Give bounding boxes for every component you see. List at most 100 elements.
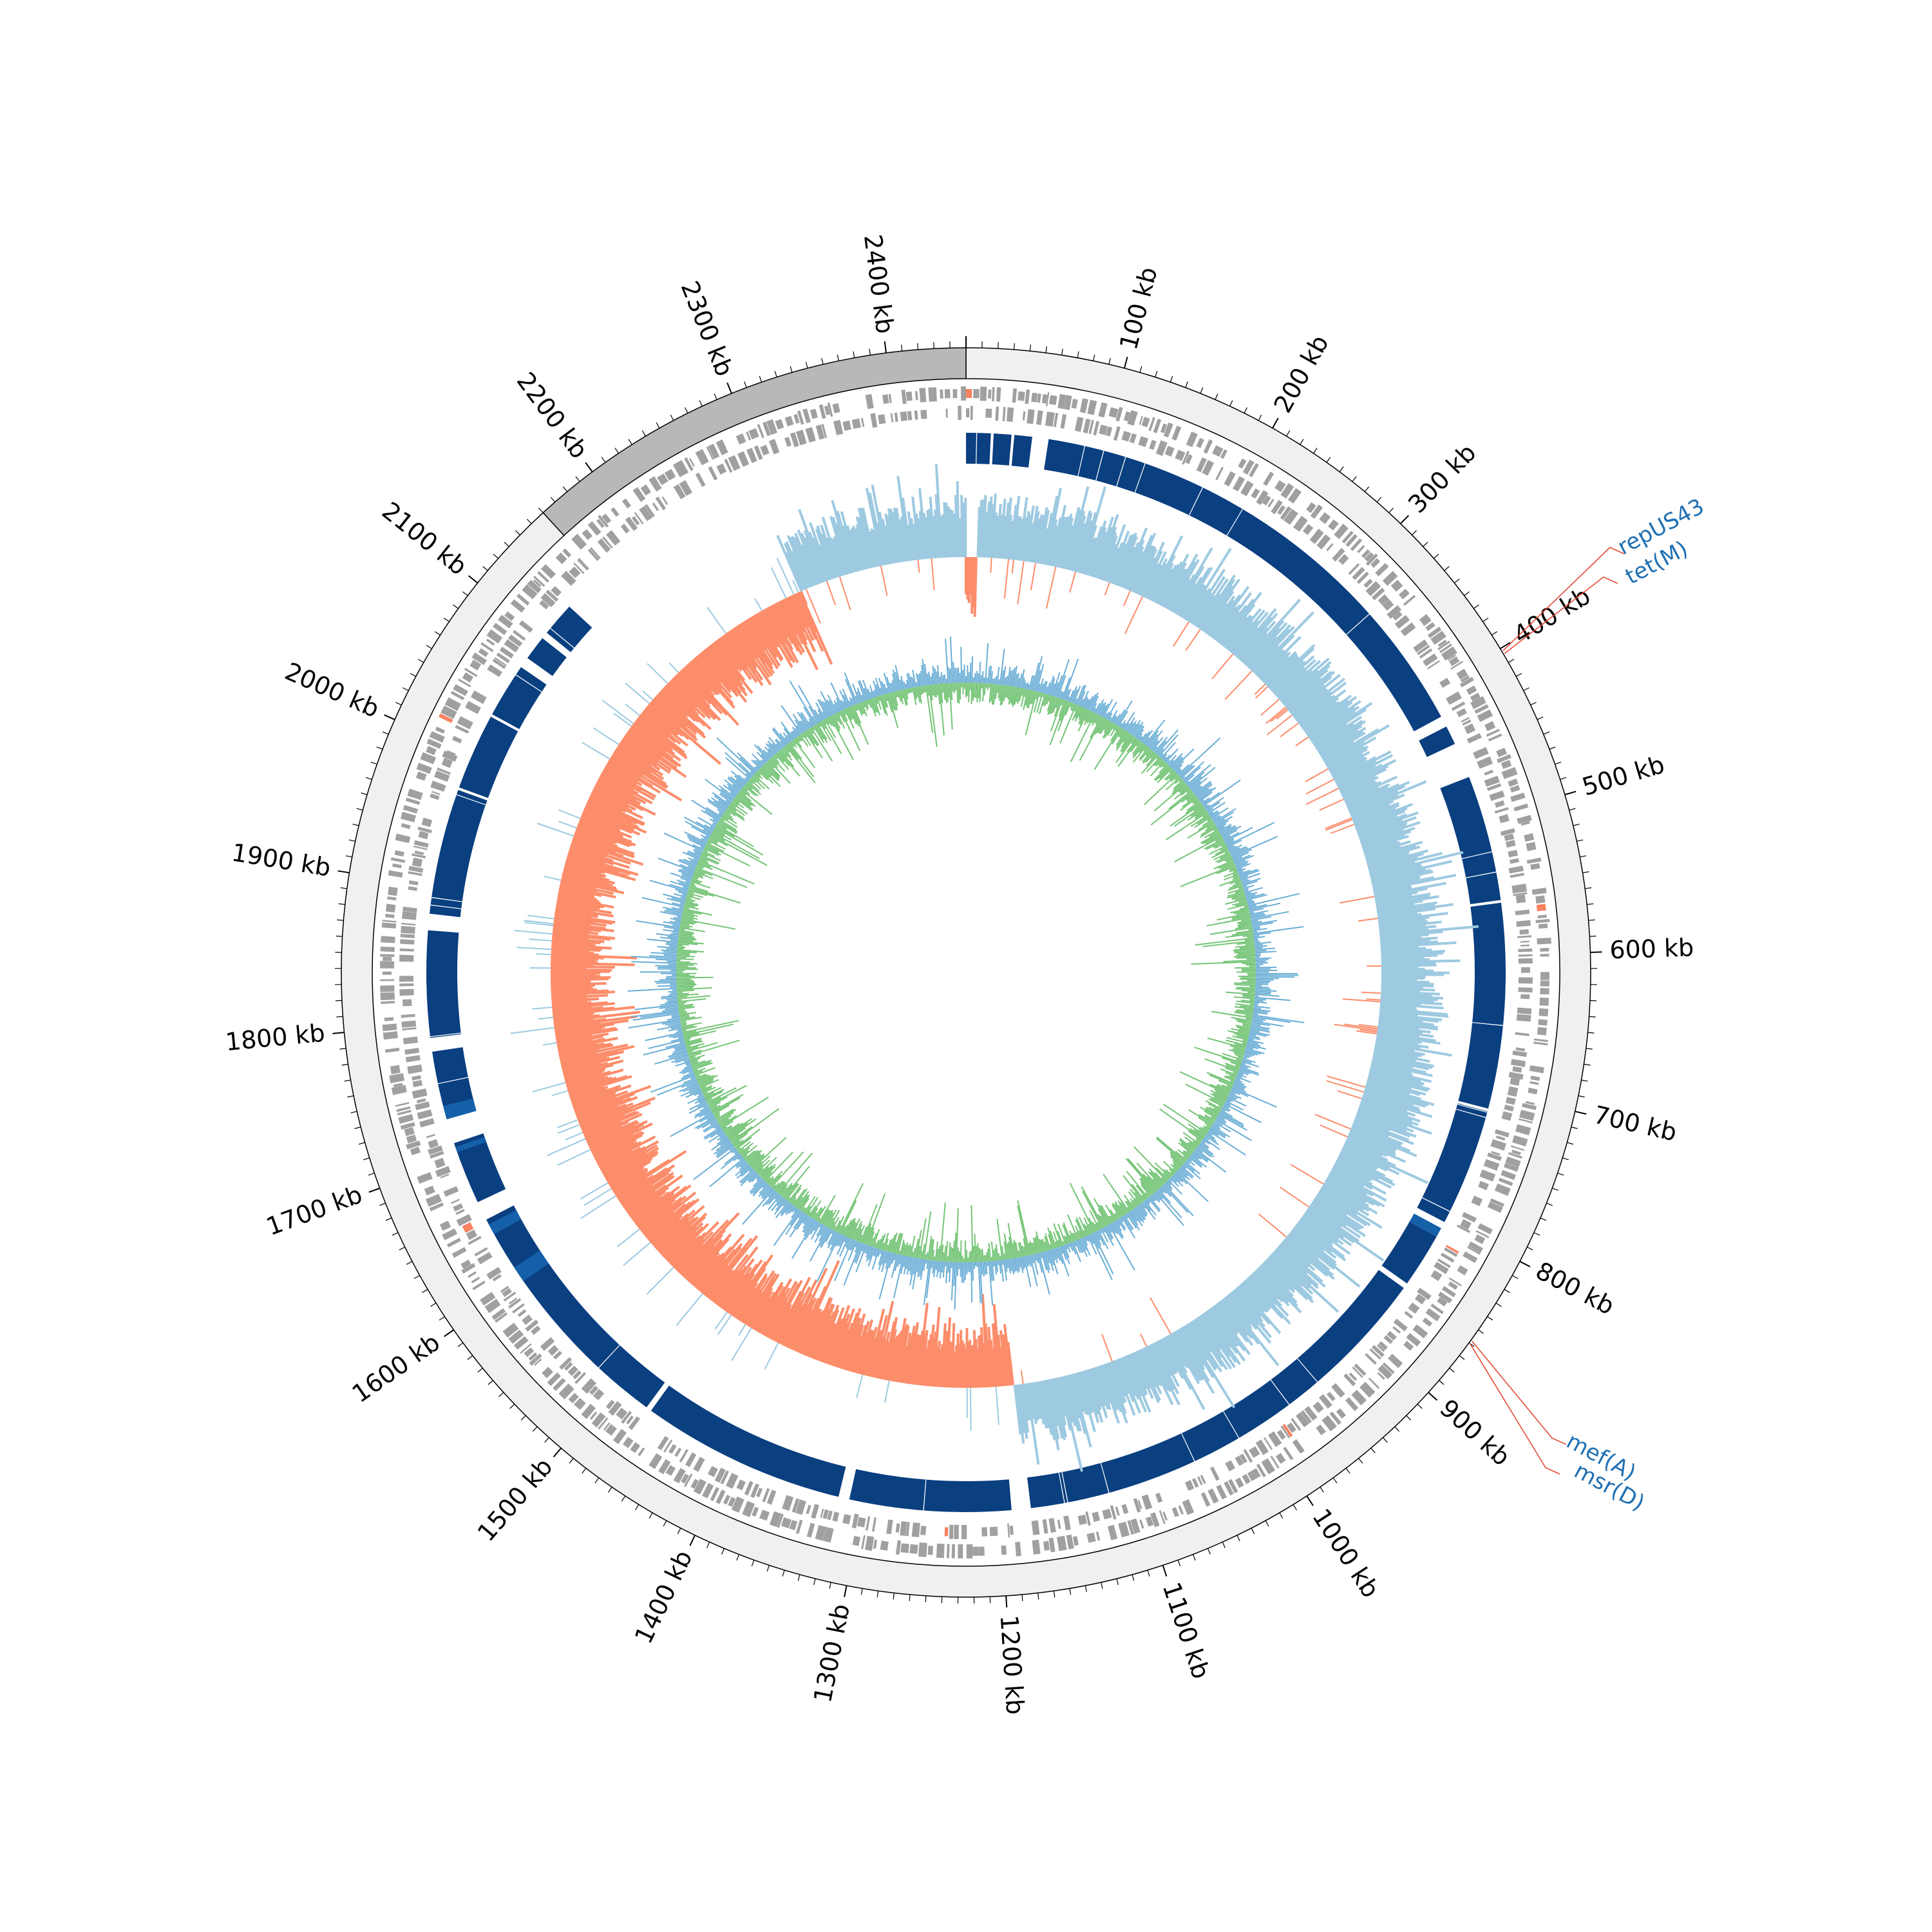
gc-content-bar bbox=[1233, 875, 1240, 879]
cds-feature bbox=[414, 850, 424, 855]
gc-content-bar bbox=[1224, 1075, 1235, 1082]
axis-tick bbox=[498, 1392, 504, 1397]
gc-skew-bar bbox=[1217, 1302, 1249, 1343]
gc-skew-bar bbox=[609, 1166, 645, 1189]
gc-content-bar bbox=[1092, 1221, 1098, 1231]
cds-feature bbox=[400, 1122, 415, 1130]
gc-skew-bar bbox=[1119, 1358, 1137, 1397]
gc-content-bar bbox=[668, 945, 677, 948]
gc-skew-bar bbox=[586, 1125, 623, 1144]
gc-content-bar bbox=[1237, 1030, 1249, 1035]
gc-skew-bar bbox=[982, 1343, 987, 1388]
gc-content-bar bbox=[1182, 761, 1205, 781]
gc-skew-bar bbox=[1123, 1356, 1143, 1397]
gc-content-bar bbox=[1009, 1258, 1012, 1271]
gc-content-bar bbox=[1158, 759, 1164, 766]
gc-content-bar bbox=[775, 1201, 790, 1218]
gc-content-bar bbox=[869, 1237, 875, 1247]
cds-feature bbox=[1327, 1392, 1336, 1401]
gc-content-bar bbox=[708, 1096, 728, 1107]
gc-content-bar bbox=[1094, 1223, 1099, 1231]
gc-skew-bar bbox=[554, 1015, 637, 1029]
gc-content-bar bbox=[681, 914, 694, 918]
gc-content-bar bbox=[1177, 1149, 1189, 1159]
gc-content-bar bbox=[758, 1157, 777, 1176]
gc-skew-bar bbox=[706, 646, 748, 697]
cds-feature bbox=[870, 413, 878, 428]
gc-skew-bar bbox=[667, 682, 697, 712]
gc-content-bar bbox=[1204, 838, 1224, 850]
gc-skew-bar bbox=[629, 1190, 667, 1218]
gc-skew-bar bbox=[855, 516, 871, 569]
gc-content-bar bbox=[1220, 853, 1231, 859]
cds-feature bbox=[380, 954, 395, 957]
gc-skew-bar bbox=[1255, 1268, 1290, 1303]
gc-skew-bar bbox=[685, 665, 715, 697]
tick-label: 800 kb bbox=[1531, 1256, 1619, 1320]
gc-content-bar bbox=[1202, 833, 1221, 845]
cds-feature bbox=[435, 726, 445, 734]
cds-feature bbox=[1036, 410, 1043, 425]
gc-content-bar bbox=[694, 1107, 710, 1117]
gc-content-bar bbox=[766, 752, 773, 758]
gc-content-bar bbox=[682, 911, 695, 915]
gc-content-bar bbox=[712, 830, 724, 838]
gc-content-bar bbox=[723, 813, 734, 820]
gc-content-bar bbox=[1115, 1212, 1120, 1219]
gc-content-bar bbox=[1241, 981, 1256, 983]
gc-content-bar bbox=[791, 1198, 797, 1205]
gc-content-bar bbox=[1159, 764, 1168, 773]
gc-skew-bar bbox=[1316, 1194, 1348, 1217]
cds-feature bbox=[689, 458, 695, 467]
gc-skew-bar bbox=[1161, 562, 1187, 607]
cds-feature bbox=[710, 1486, 719, 1501]
gc-skew-spike bbox=[1011, 560, 1014, 574]
gc-skew-bar bbox=[1343, 775, 1398, 802]
gc-content-bar bbox=[1238, 921, 1252, 925]
cds-feature bbox=[1504, 1104, 1514, 1112]
gc-skew-bar bbox=[552, 1006, 603, 1014]
gc-content-bar bbox=[1217, 1115, 1226, 1121]
gc-skew-bar bbox=[1310, 710, 1356, 743]
gc-content-bar bbox=[825, 1212, 834, 1227]
gc-skew-bar bbox=[1308, 1206, 1360, 1242]
gc-skew-bar bbox=[1330, 751, 1370, 775]
axis-tick bbox=[482, 566, 488, 571]
gc-skew-bar bbox=[1378, 918, 1426, 927]
cds-feature bbox=[1474, 704, 1489, 714]
gc-content-bar bbox=[1039, 678, 1044, 692]
gc-content-bar bbox=[830, 1221, 835, 1229]
axis-tick bbox=[348, 839, 355, 842]
cds-feature bbox=[1319, 512, 1331, 524]
gc-skew-bar bbox=[766, 607, 799, 663]
blast-hit-block bbox=[492, 667, 547, 730]
gc-skew-spike bbox=[583, 1188, 612, 1206]
gc-content-bar bbox=[728, 1118, 757, 1139]
gc-content-bar bbox=[1126, 1213, 1137, 1229]
gc-content-bar bbox=[1075, 685, 1085, 705]
cds-feature bbox=[411, 853, 426, 858]
axis-tick bbox=[1069, 1588, 1072, 1595]
gc-content-bar bbox=[1235, 1059, 1242, 1062]
gc-content-bar bbox=[676, 987, 712, 991]
gc-content-bar bbox=[1218, 826, 1225, 831]
gc-content-bar bbox=[1129, 723, 1137, 734]
gc-content-bar bbox=[1225, 1039, 1247, 1046]
gc-skew-bar bbox=[551, 978, 609, 981]
gc-skew-bar bbox=[1142, 551, 1167, 598]
gc-skew-bar bbox=[1331, 1168, 1365, 1188]
gc-skew-bar bbox=[1362, 834, 1405, 850]
gc-content-bar bbox=[783, 1166, 810, 1198]
gc-content-bar bbox=[1080, 1238, 1087, 1251]
gc-content-bar bbox=[657, 985, 677, 987]
gc-content-bar bbox=[1024, 688, 1027, 697]
gc-skew-bar bbox=[696, 654, 722, 684]
gc-content-bar bbox=[1253, 926, 1304, 934]
gc-content-bar bbox=[1206, 822, 1215, 829]
gc-content-bar bbox=[1005, 676, 1009, 686]
gc-content-bar bbox=[1038, 1253, 1050, 1295]
cds-feature bbox=[1460, 1219, 1472, 1230]
gc-skew-bar bbox=[1352, 803, 1390, 821]
gc-content-bar bbox=[1126, 1200, 1133, 1210]
cds-feature bbox=[1182, 451, 1190, 465]
